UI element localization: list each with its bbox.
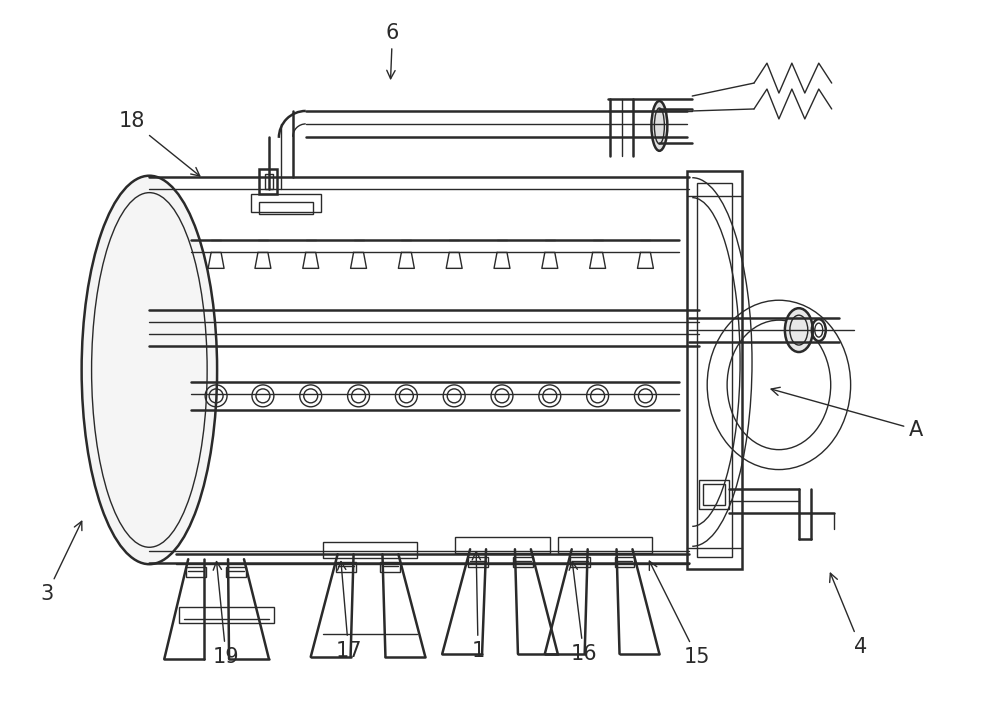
Bar [336,562,356,572]
Bar [687,171,742,569]
Bar [226,567,246,577]
Bar [186,567,206,577]
Bar [570,557,590,567]
Bar [323,542,417,558]
Bar [697,182,732,557]
Bar [259,202,313,213]
Text: 4: 4 [830,573,867,657]
Text: 3: 3 [40,521,82,604]
Text: 17: 17 [335,561,362,661]
Bar [558,537,652,554]
Bar [513,557,533,567]
Ellipse shape [651,101,667,151]
Bar [380,562,400,572]
Text: A: A [771,387,924,439]
Text: 18: 18 [118,111,200,176]
Bar [265,174,273,189]
Bar [259,169,277,194]
Bar [251,194,321,212]
Bar [703,483,725,505]
Ellipse shape [82,176,217,564]
Text: 1: 1 [471,551,485,661]
Ellipse shape [785,308,813,352]
Bar [455,537,550,554]
Bar [468,557,488,567]
Text: 15: 15 [649,561,710,667]
Bar [179,607,274,623]
Text: 16: 16 [569,561,597,664]
Bar [699,480,729,509]
Text: 6: 6 [386,23,399,79]
Bar [615,557,634,567]
Text: 19: 19 [213,561,239,667]
